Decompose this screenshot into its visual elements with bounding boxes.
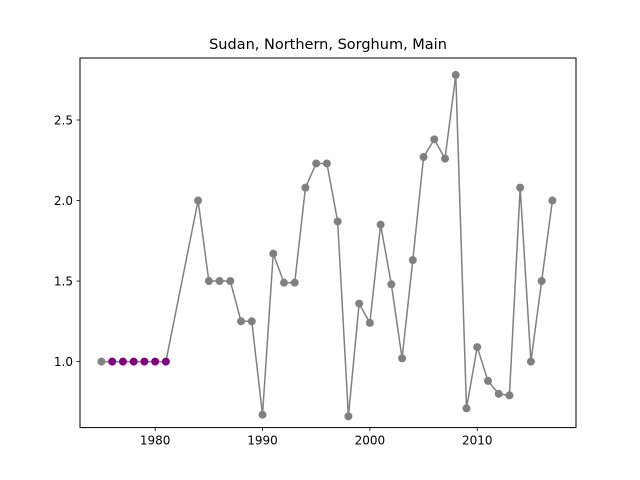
data-point — [279, 278, 288, 287]
data-point — [548, 196, 557, 205]
x-tick-label: 2010 — [462, 434, 493, 448]
highlighted-data-point — [140, 357, 149, 366]
highlighted-data-point — [129, 357, 138, 366]
data-point — [462, 404, 471, 413]
plot-area — [97, 70, 557, 421]
data-point — [516, 183, 525, 192]
highlighted-data-point — [161, 357, 170, 366]
data-point — [398, 354, 407, 363]
data-point — [387, 280, 396, 289]
data-point — [430, 135, 439, 144]
data-point — [473, 343, 482, 352]
data-point — [344, 412, 353, 421]
axes: 1980 1990 2000 2010 1.0 1.5 2.0 2.5 — [54, 113, 493, 447]
chart-title: Sudan, Northern, Sorghum, Main — [209, 37, 447, 53]
y-tick-label: 1.5 — [54, 274, 73, 288]
data-point — [204, 277, 213, 286]
data-point — [322, 159, 331, 168]
data-point — [365, 318, 374, 327]
data-point — [269, 249, 278, 258]
highlighted-data-point — [118, 357, 127, 366]
plot-frame — [79, 57, 577, 429]
data-point — [483, 376, 492, 385]
data-point — [247, 317, 256, 326]
data-point — [258, 410, 267, 419]
data-point — [215, 277, 224, 286]
data-point — [355, 299, 364, 308]
x-tick-label: 1990 — [247, 434, 278, 448]
x-tick-label: 2000 — [355, 434, 386, 448]
data-point — [505, 391, 514, 400]
highlighted-data-point — [151, 357, 160, 366]
data-point — [290, 278, 299, 287]
data-point — [419, 153, 428, 162]
data-point — [237, 317, 246, 326]
y-tick-label: 1.0 — [54, 355, 73, 369]
data-point — [194, 196, 203, 205]
y-tick-label: 2.5 — [54, 113, 73, 127]
y-tick-label: 2.0 — [54, 194, 73, 208]
data-point — [97, 357, 106, 366]
data-point — [301, 183, 310, 192]
data-point — [537, 277, 546, 286]
data-point — [526, 357, 535, 366]
x-tick-label: 1980 — [140, 434, 171, 448]
data-point — [494, 389, 503, 398]
data-point — [408, 256, 417, 265]
data-point — [441, 154, 450, 163]
series-line — [101, 74, 554, 417]
highlighted-data-point — [108, 357, 117, 366]
data-point — [312, 159, 321, 168]
data-point — [333, 217, 342, 226]
data-point — [451, 70, 460, 79]
data-point — [226, 277, 235, 286]
data-point — [376, 220, 385, 229]
